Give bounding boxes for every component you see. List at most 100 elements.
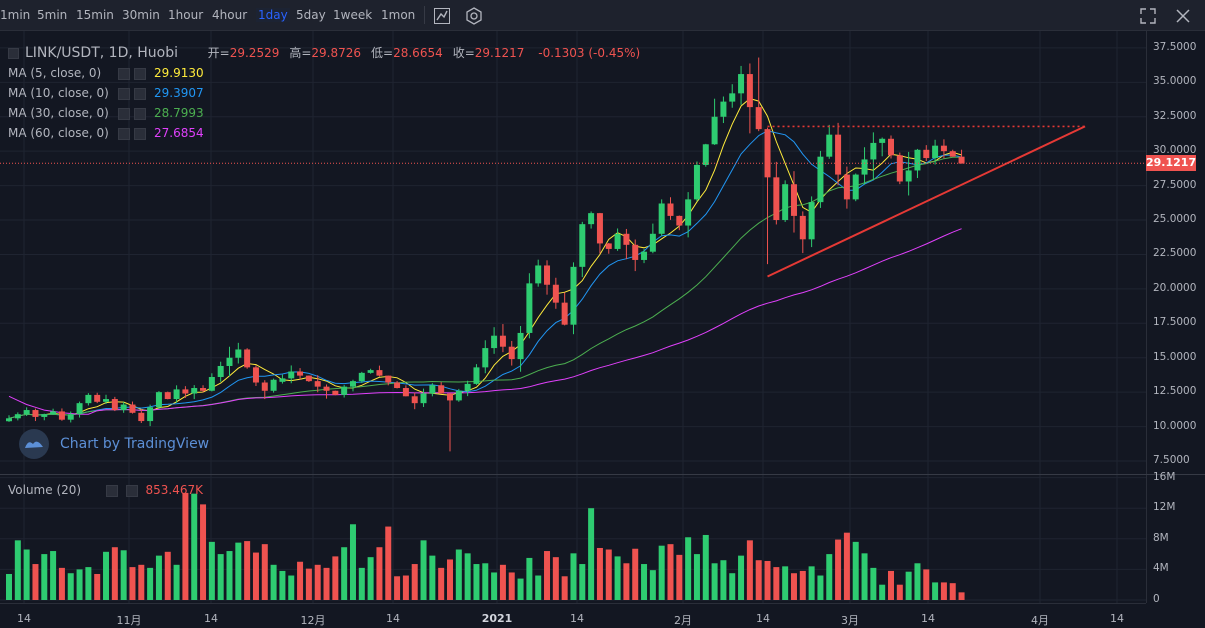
candle-body[interactable] — [614, 233, 621, 249]
volume-bar[interactable] — [50, 551, 57, 600]
volume-bar[interactable] — [394, 576, 401, 600]
volume-bar[interactable] — [658, 545, 665, 600]
price-axis[interactable]: 7.5000 10.0000 12.5000 15.0000 17.5000 20.000… — [1146, 31, 1205, 474]
indicator-remove-icon[interactable] — [134, 127, 146, 140]
candle-body[interactable] — [332, 390, 339, 395]
candle-body[interactable] — [314, 381, 321, 387]
volume-bar[interactable] — [561, 576, 568, 600]
volume-remove-icon[interactable] — [125, 484, 138, 497]
candle-body[interactable] — [14, 414, 21, 419]
candle-body[interactable] — [438, 385, 445, 394]
volume-bar[interactable] — [544, 551, 551, 600]
candle-body[interactable] — [676, 215, 683, 226]
collapse-legend-icon[interactable] — [8, 48, 19, 59]
volume-bar[interactable] — [332, 556, 339, 600]
timeframe-4hour[interactable]: 4hour — [212, 8, 248, 22]
volume-bar[interactable] — [711, 563, 718, 600]
volume-bar[interactable] — [217, 554, 224, 600]
candle-body[interactable] — [499, 335, 506, 347]
candle-body[interactable] — [702, 144, 709, 165]
candle-body[interactable] — [6, 418, 12, 422]
volume-bar[interactable] — [914, 563, 921, 600]
candle-body[interactable] — [394, 382, 401, 389]
volume-bar[interactable] — [632, 548, 639, 600]
candle-body[interactable] — [738, 74, 745, 94]
indicator-settings-icon[interactable] — [118, 127, 130, 140]
volume-bar[interactable] — [649, 570, 656, 600]
volume-bar[interactable] — [596, 547, 603, 600]
volume-bar[interactable] — [773, 567, 780, 600]
timeframe-1week[interactable]: 1week — [333, 8, 373, 22]
candle-body[interactable] — [570, 266, 577, 325]
candle-body[interactable] — [720, 101, 727, 117]
candle-body[interactable] — [693, 164, 700, 200]
volume-bar[interactable] — [85, 567, 92, 600]
candle-body[interactable] — [588, 213, 595, 225]
candle-body[interactable] — [297, 371, 304, 376]
candle-body[interactable] — [817, 156, 824, 203]
volume-bar[interactable] — [491, 572, 498, 600]
volume-bar[interactable] — [270, 564, 277, 600]
candle-body[interactable] — [852, 174, 859, 200]
volume-bar[interactable] — [32, 564, 39, 600]
volume-bar[interactable] — [455, 549, 462, 600]
candle-body[interactable] — [773, 177, 780, 221]
candle-body[interactable] — [429, 385, 436, 394]
timeframe-1mon[interactable]: 1mon — [381, 8, 416, 22]
volume-bar[interactable] — [244, 541, 251, 600]
indicator-settings-icon[interactable] — [118, 107, 130, 120]
candle-body[interactable] — [517, 332, 524, 360]
candle-body[interactable] — [808, 202, 815, 240]
candle-body[interactable] — [870, 142, 877, 160]
volume-bar[interactable] — [746, 540, 753, 600]
candle-body[interactable] — [764, 129, 771, 178]
volume-bar[interactable] — [888, 570, 894, 600]
candle-body[interactable] — [58, 411, 65, 420]
volume-bar[interactable] — [614, 556, 621, 600]
candle-body[interactable] — [32, 410, 39, 417]
close-icon[interactable] — [1173, 6, 1193, 26]
volume-bar[interactable] — [182, 492, 189, 600]
indicator-remove-icon[interactable] — [134, 67, 146, 80]
volume-bar[interactable] — [438, 567, 445, 600]
volume-bar[interactable] — [94, 573, 101, 600]
candle-body[interactable] — [482, 348, 489, 368]
volume-bar[interactable] — [200, 504, 207, 600]
candle-body[interactable] — [164, 392, 171, 400]
candle-body[interactable] — [411, 396, 418, 404]
candle-body[interactable] — [305, 375, 312, 382]
volume-bar[interactable] — [279, 570, 286, 600]
indicator-settings-icon[interactable] — [118, 87, 130, 100]
volume-bar[interactable] — [782, 566, 789, 600]
candle-body[interactable] — [182, 389, 189, 394]
candle-body[interactable] — [526, 283, 533, 333]
volume-bar[interactable] — [958, 592, 965, 600]
volume-bar[interactable] — [67, 573, 74, 600]
volume-bar[interactable] — [23, 549, 30, 600]
candle-body[interactable] — [605, 243, 612, 249]
timeframe-1min[interactable]: 1min — [0, 8, 31, 22]
candle-body[interactable] — [667, 203, 674, 216]
volume-bar[interactable] — [579, 564, 586, 600]
volume-bar[interactable] — [588, 508, 595, 600]
candle-body[interactable] — [155, 392, 162, 408]
volume-bar[interactable] — [817, 575, 824, 600]
volume-bar[interactable] — [402, 575, 409, 600]
candle-body[interactable] — [50, 411, 57, 415]
candle-body[interactable] — [923, 149, 930, 159]
indicator-remove-icon[interactable] — [134, 87, 146, 100]
volume-bar[interactable] — [843, 532, 850, 600]
candle-body[interactable] — [888, 138, 894, 156]
candle-body[interactable] — [958, 156, 965, 164]
candle-body[interactable] — [385, 375, 392, 383]
candle-body[interactable] — [799, 215, 806, 240]
candle-body[interactable] — [367, 370, 374, 373]
timeframe-5min[interactable]: 5min — [37, 8, 68, 22]
volume-bar[interactable] — [173, 564, 180, 600]
candle-body[interactable] — [835, 134, 842, 175]
volume-bar[interactable] — [473, 564, 480, 600]
volume-bar[interactable] — [676, 554, 683, 600]
chart-style-icon[interactable] — [432, 6, 452, 26]
volume-bar[interactable] — [305, 568, 312, 600]
volume-bar[interactable] — [729, 573, 736, 600]
